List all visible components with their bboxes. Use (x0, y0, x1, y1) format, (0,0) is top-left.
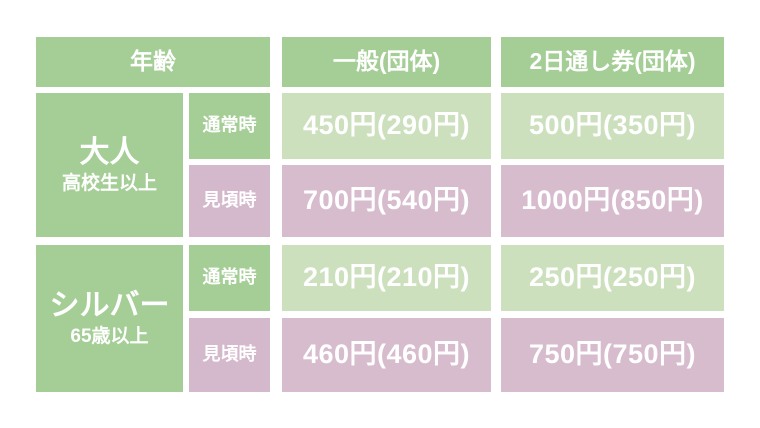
price-adult-peak-general: 700円(540円) (282, 165, 491, 237)
price-text: 750円(750円) (528, 339, 697, 370)
header-age-label: 年齢 (130, 48, 176, 75)
period-label-text: 見頃時 (202, 344, 257, 365)
price-silver-normal-general: 210円(210円) (282, 245, 491, 311)
period-label-adult-peak: 見頃時 (189, 165, 270, 237)
period-label-text: 見頃時 (202, 190, 257, 211)
price-text: 450円(290円) (302, 110, 471, 141)
price-silver-normal-two-day: 250円(250円) (501, 245, 724, 311)
header-age: 年齢 (36, 37, 270, 87)
period-label-adult-normal: 通常時 (189, 93, 270, 159)
header-general-label: 一般(団体) (332, 48, 441, 75)
header-general: 一般(団体) (282, 37, 491, 87)
price-silver-peak-general: 460円(460円) (282, 318, 491, 392)
price-text: 250円(250円) (528, 262, 697, 293)
group-adult-name: 大人 (79, 135, 140, 169)
group-silver-name: シルバー (49, 289, 170, 323)
period-label-text: 通常時 (202, 115, 257, 136)
period-label-text: 通常時 (202, 267, 257, 288)
price-text: 700円(540円) (302, 185, 471, 216)
group-adult: 大人 高校生以上 (36, 93, 183, 237)
price-adult-peak-two-day: 1000円(850円) (501, 165, 724, 237)
group-adult-subtitle: 高校生以上 (61, 172, 157, 194)
header-two-day-pass-label: 2日通し券(団体) (529, 48, 696, 75)
price-text: 500円(350円) (528, 110, 697, 141)
price-table: 年齢 一般(団体) 2日通し券(団体) 大人 高校生以上 通常時 450円(29… (36, 37, 724, 392)
price-text: 460円(460円) (302, 339, 471, 370)
period-label-silver-peak: 見頃時 (189, 318, 270, 392)
price-text: 210円(210円) (302, 262, 471, 293)
header-two-day-pass: 2日通し券(団体) (501, 37, 724, 87)
period-label-silver-normal: 通常時 (189, 245, 270, 311)
group-silver: シルバー 65歳以上 (36, 245, 183, 392)
price-adult-normal-two-day: 500円(350円) (501, 93, 724, 159)
price-adult-normal-general: 450円(290円) (282, 93, 491, 159)
group-silver-subtitle: 65歳以上 (70, 326, 149, 348)
price-silver-peak-two-day: 750円(750円) (501, 318, 724, 392)
price-text: 1000円(850円) (521, 185, 704, 216)
